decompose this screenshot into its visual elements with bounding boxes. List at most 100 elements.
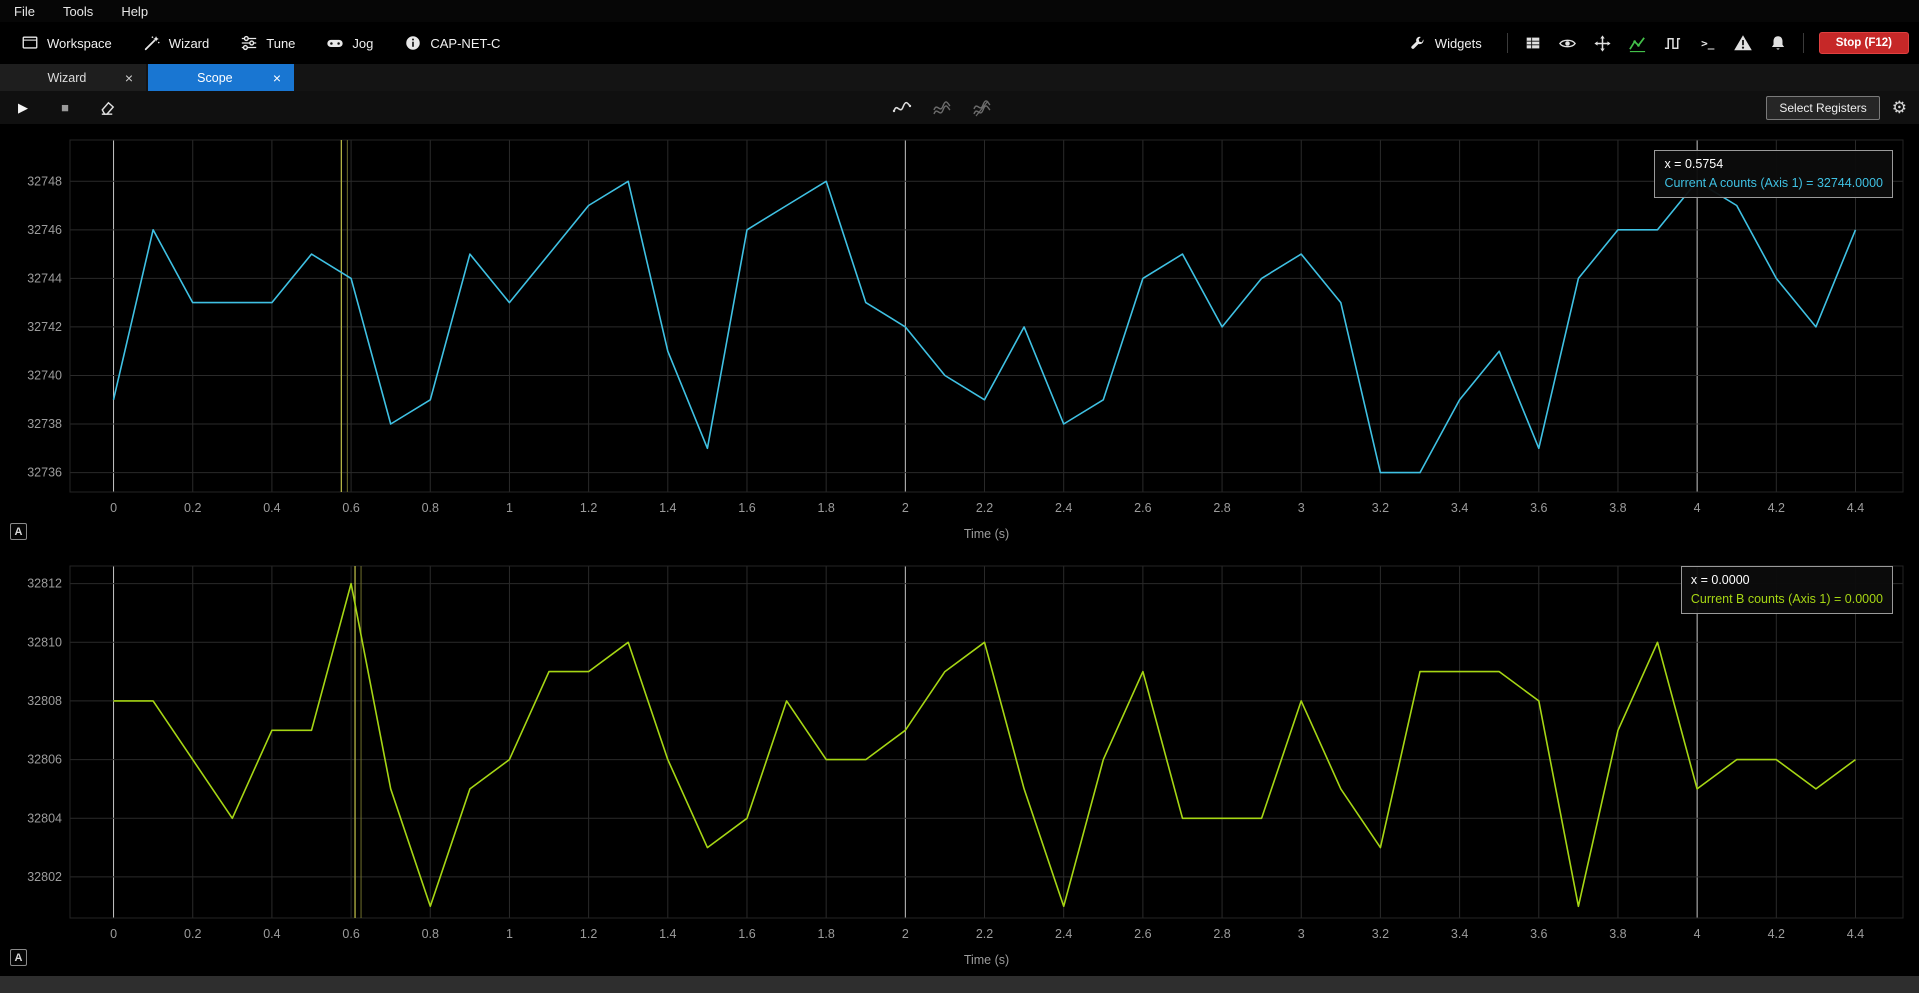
svg-text:32806: 32806 <box>27 753 62 767</box>
wizard-label: Wizard <box>169 36 209 51</box>
svg-text:1.8: 1.8 <box>817 927 834 941</box>
clear-eraser-icon[interactable] <box>96 97 118 119</box>
info-icon <box>403 33 423 53</box>
svg-text:3: 3 <box>1298 927 1305 941</box>
cursor-tooltip-b: x = 0.0000 Current B counts (Axis 1) = 0… <box>1681 566 1893 614</box>
svg-text:4.2: 4.2 <box>1768 927 1785 941</box>
svg-text:32738: 32738 <box>27 417 62 431</box>
svg-text:Time (s): Time (s) <box>964 953 1009 967</box>
stop-capture-icon[interactable]: ■ <box>54 97 76 119</box>
warning-icon[interactable] <box>1733 33 1753 53</box>
curve-display-icon[interactable] <box>891 97 913 119</box>
play-capture-icon[interactable]: ▶ <box>12 97 34 119</box>
tune-button[interactable]: Tune <box>229 27 305 59</box>
workspace-icon <box>20 33 40 53</box>
svg-text:0.6: 0.6 <box>342 501 359 515</box>
svg-text:3.4: 3.4 <box>1451 927 1468 941</box>
svg-text:32748: 32748 <box>27 174 62 188</box>
axis-a-badge-top[interactable]: A <box>10 523 27 540</box>
chart-current-b: 00.20.40.60.811.21.41.61.822.22.42.62.83… <box>0 550 1919 976</box>
jog-gamepad-icon <box>325 33 345 53</box>
tab-wizard-label: Wizard <box>14 71 120 85</box>
svg-text:2.2: 2.2 <box>976 501 993 515</box>
svg-text:32810: 32810 <box>27 635 62 649</box>
menu-item-file[interactable]: File <box>14 4 35 19</box>
svg-text:3.6: 3.6 <box>1530 927 1547 941</box>
svg-text:0.4: 0.4 <box>263 501 280 515</box>
svg-text:3.2: 3.2 <box>1372 501 1389 515</box>
svg-text:2.8: 2.8 <box>1213 927 1230 941</box>
svg-text:32812: 32812 <box>27 577 62 591</box>
svg-text:4: 4 <box>1694 927 1701 941</box>
svg-text:2.4: 2.4 <box>1055 927 1072 941</box>
menu-item-tools[interactable]: Tools <box>63 4 93 19</box>
jog-label: Jog <box>352 36 373 51</box>
svg-text:3.2: 3.2 <box>1372 927 1389 941</box>
wizard-button[interactable]: Wizard <box>132 27 219 59</box>
svg-text:4.4: 4.4 <box>1847 501 1864 515</box>
console-terminal-icon[interactable]: >_ <box>1698 33 1718 53</box>
widgets-label: Widgets <box>1435 36 1482 51</box>
scope-plot-current-b[interactable]: 00.20.40.60.811.21.41.61.822.22.42.62.83… <box>0 550 1919 976</box>
close-tab-icon[interactable]: × <box>268 70 286 86</box>
svg-text:32744: 32744 <box>27 271 62 285</box>
axis-a-badge-bottom[interactable]: A <box>10 949 27 966</box>
svg-text:2: 2 <box>902 927 909 941</box>
tab-bar: Wizard × Scope × <box>0 64 1919 91</box>
curves-split-icon[interactable] <box>971 97 993 119</box>
stop-button[interactable]: Stop (F12) <box>1819 32 1909 54</box>
svg-text:0.2: 0.2 <box>184 501 201 515</box>
signal-wave-icon[interactable] <box>1663 33 1683 53</box>
svg-text:32740: 32740 <box>27 368 62 382</box>
workspace-button[interactable]: Workspace <box>10 27 122 59</box>
svg-text:1.6: 1.6 <box>738 927 755 941</box>
menu-item-help[interactable]: Help <box>121 4 148 19</box>
svg-text:32802: 32802 <box>27 870 62 884</box>
svg-text:3.4: 3.4 <box>1451 501 1468 515</box>
tab-scope[interactable]: Scope × <box>148 64 294 91</box>
svg-text:1.4: 1.4 <box>659 927 676 941</box>
main-toolbar: Workspace Wizard Tune Jog <box>0 22 1919 64</box>
svg-text:32808: 32808 <box>27 694 62 708</box>
tooltip-x-value: x = 0.0000 <box>1691 571 1883 590</box>
tooltip-series-value: Current A counts (Axis 1) = 32744.0000 <box>1664 174 1883 193</box>
close-tab-icon[interactable]: × <box>120 70 138 86</box>
tooltip-series-value: Current B counts (Axis 1) = 0.0000 <box>1691 590 1883 609</box>
scope-plot-tool-icon[interactable] <box>1628 33 1648 53</box>
curves-overlay-icon[interactable] <box>931 97 953 119</box>
svg-text:1.8: 1.8 <box>817 501 834 515</box>
jog-button[interactable]: Jog <box>315 27 383 59</box>
widgets-button[interactable]: Widgets <box>1398 27 1492 59</box>
svg-text:32742: 32742 <box>27 320 62 334</box>
svg-text:1.2: 1.2 <box>580 927 597 941</box>
svg-text:0.4: 0.4 <box>263 927 280 941</box>
svg-text:4.4: 4.4 <box>1847 927 1864 941</box>
tab-scope-label: Scope <box>162 71 268 85</box>
device-info-button[interactable]: CAP-NET-C <box>393 27 510 59</box>
svg-text:3.8: 3.8 <box>1609 927 1626 941</box>
workspace-label: Workspace <box>47 36 112 51</box>
tune-label: Tune <box>266 36 295 51</box>
registers-grid-icon[interactable] <box>1523 33 1543 53</box>
cursor-tooltip-a: x = 0.5754 Current A counts (Axis 1) = 3… <box>1654 150 1893 198</box>
svg-text:1: 1 <box>506 501 513 515</box>
scope-plot-current-a[interactable]: 00.20.40.60.811.21.41.61.822.22.42.62.83… <box>0 124 1919 550</box>
wrench-icon <box>1408 33 1428 53</box>
menu-bar: File Tools Help <box>0 0 1919 22</box>
watch-eye-icon[interactable] <box>1558 33 1578 53</box>
select-registers-button[interactable]: Select Registers <box>1766 96 1879 120</box>
svg-text:2.8: 2.8 <box>1213 501 1230 515</box>
notifications-bell-icon[interactable] <box>1768 33 1788 53</box>
svg-text:1.2: 1.2 <box>580 501 597 515</box>
charts-area: 00.20.40.60.811.21.41.61.822.22.42.62.83… <box>0 124 1919 976</box>
wizard-wand-icon <box>142 33 162 53</box>
settings-gear-icon[interactable]: ⚙ <box>1892 98 1907 118</box>
svg-text:0.2: 0.2 <box>184 927 201 941</box>
svg-text:3.6: 3.6 <box>1530 501 1547 515</box>
tab-wizard[interactable]: Wizard × <box>0 64 146 91</box>
svg-text:0.6: 0.6 <box>342 927 359 941</box>
toolbar-separator <box>1803 33 1804 53</box>
move-tool-icon[interactable] <box>1593 33 1613 53</box>
svg-text:Time (s): Time (s) <box>964 527 1009 541</box>
tooltip-x-value: x = 0.5754 <box>1664 155 1883 174</box>
